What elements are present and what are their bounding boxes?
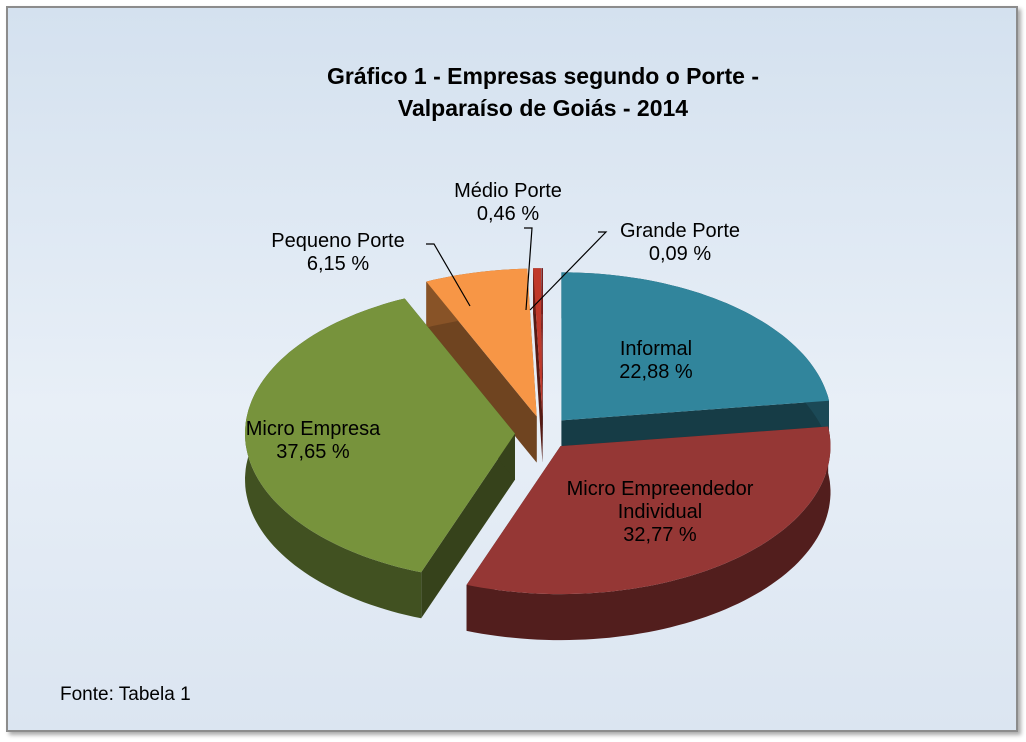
source-note: Fonte: Tabela 1 bbox=[60, 684, 191, 705]
slice-group bbox=[541, 268, 543, 463]
slice-side bbox=[533, 268, 543, 463]
slice bbox=[426, 268, 537, 417]
slice-group bbox=[533, 268, 543, 463]
slice-side bbox=[426, 281, 537, 463]
slice-group bbox=[245, 298, 515, 619]
value-label: 0,46 % bbox=[476, 203, 540, 225]
slice-side bbox=[421, 433, 515, 619]
slice-label: Grande Porte bbox=[619, 220, 741, 242]
slice bbox=[245, 298, 515, 573]
slice bbox=[561, 272, 829, 421]
value-label: 32,77 % bbox=[623, 524, 697, 546]
slice-label: Informal bbox=[619, 338, 693, 360]
slice-label: Médio Porte bbox=[454, 180, 562, 202]
value-label: 37,65 % bbox=[276, 441, 350, 463]
slice-group bbox=[466, 426, 831, 641]
chart bbox=[245, 227, 831, 641]
leader-line bbox=[529, 231, 608, 311]
slice-label: Micro Empreendedor Individual bbox=[566, 478, 754, 523]
leader-line bbox=[524, 227, 533, 311]
slice bbox=[541, 268, 543, 417]
slice-label: Micro Empresa bbox=[245, 418, 381, 440]
value-label: 22,88 % bbox=[619, 361, 693, 383]
slice-side bbox=[541, 268, 543, 463]
slice-group bbox=[426, 268, 537, 463]
value-label: 6,15 % bbox=[306, 253, 370, 275]
slice-label: Pequeno Porte bbox=[271, 230, 405, 252]
slice bbox=[466, 426, 831, 595]
slice-side bbox=[466, 426, 831, 641]
chart-frame: Gráfico 1 - Empresas segundo o Porte - V… bbox=[6, 6, 1018, 732]
leader-line bbox=[426, 243, 471, 307]
chart-title: Gráfico 1 - Empresas segundo o Porte - V… bbox=[327, 63, 759, 121]
value-label: 0,09 % bbox=[648, 243, 712, 265]
